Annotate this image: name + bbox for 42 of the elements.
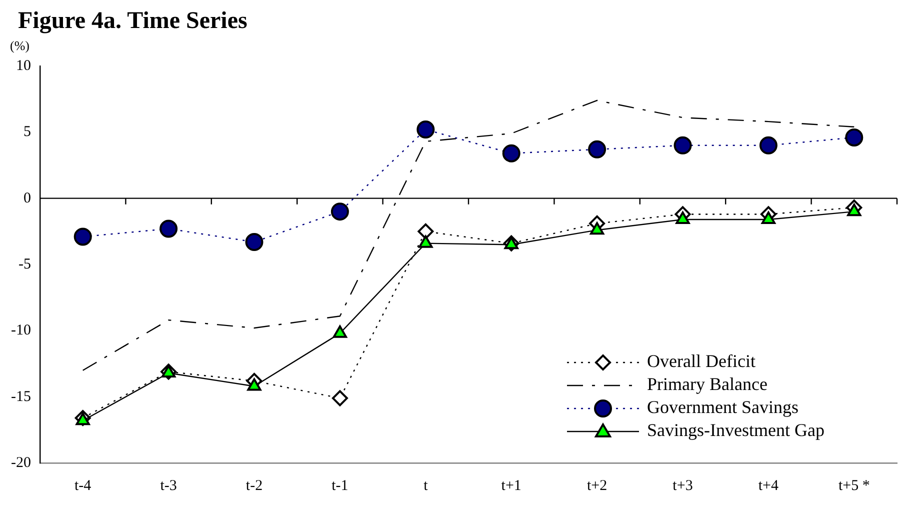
x-tick-label: t-3	[160, 478, 177, 494]
x-tick-label: t+5 *	[838, 478, 870, 494]
legend-label: Overall Deficit	[647, 351, 756, 372]
x-tick-label: t-4	[74, 478, 92, 494]
point	[330, 202, 349, 221]
y-tick-label: 5	[23, 124, 31, 140]
point	[418, 235, 433, 248]
point	[845, 128, 864, 146]
x-tick-label: t+4	[758, 478, 780, 494]
x-tick-label: t+1	[501, 478, 522, 494]
x-tick-label: t-1	[332, 478, 348, 494]
point	[590, 222, 604, 235]
point	[332, 390, 348, 406]
x-tick-label: t	[424, 478, 429, 494]
y-tick-label: 0	[23, 190, 31, 206]
point	[74, 228, 92, 246]
y-tick-label: -5	[18, 256, 31, 272]
y-axis-title: (%)	[10, 38, 30, 54]
y-tick-label: 10	[16, 58, 31, 74]
point	[847, 204, 862, 216]
x-tick-label: t+3	[672, 478, 693, 494]
point	[502, 144, 520, 162]
x-tick-label: t+2	[586, 478, 608, 494]
chart-title: Figure 4a. Time Series	[18, 8, 248, 36]
y-tick-label: -15	[10, 388, 31, 405]
y-tick-label: -20	[10, 454, 31, 471]
point	[676, 212, 690, 224]
point	[588, 140, 606, 158]
point	[160, 220, 178, 238]
point	[759, 136, 778, 154]
point	[245, 233, 264, 252]
point	[332, 325, 348, 338]
x-tick-label: t-2	[246, 478, 263, 494]
legend-label: Savings-Investment Gap	[647, 420, 824, 440]
legend-label: Government Savings	[647, 397, 798, 418]
legend-label: Primary Balance	[647, 374, 768, 394]
point	[674, 136, 692, 154]
point	[761, 212, 776, 224]
point	[416, 120, 435, 139]
point	[247, 378, 262, 391]
y-tick-label: -10	[10, 322, 31, 339]
point	[418, 223, 434, 240]
